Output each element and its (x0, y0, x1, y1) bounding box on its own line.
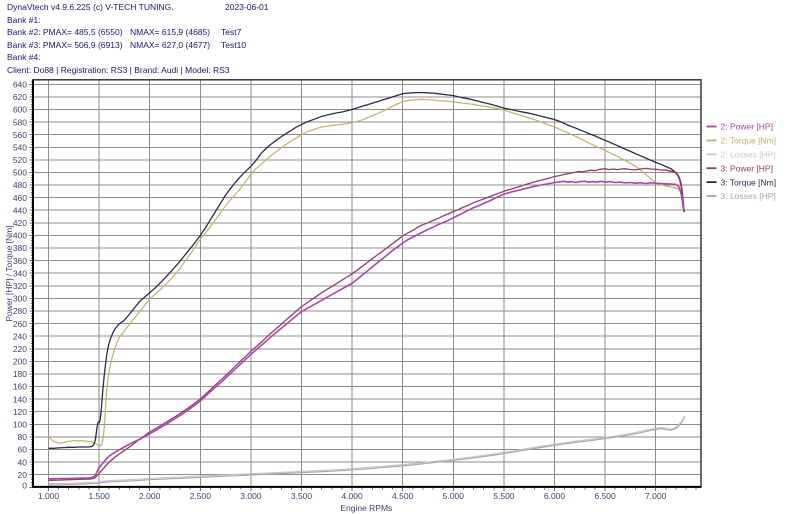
svg-text:4.000: 4.000 (341, 491, 363, 501)
svg-text:3: Losses [HP]: 3: Losses [HP] (721, 191, 776, 201)
svg-text:3: Torque [Nm]: 3: Torque [Nm] (721, 177, 777, 187)
svg-text:20: 20 (18, 470, 28, 480)
svg-text:2: Power [HP]: 2: Power [HP] (721, 122, 773, 132)
svg-text:140: 140 (13, 394, 27, 404)
svg-text:6.000: 6.000 (544, 491, 566, 501)
svg-text:560: 560 (13, 130, 27, 140)
svg-text:5.000: 5.000 (443, 491, 465, 501)
svg-text:3: Power [HP]: 3: Power [HP] (721, 163, 773, 173)
svg-text:620: 620 (13, 92, 27, 102)
svg-text:580: 580 (13, 117, 27, 127)
svg-text:60: 60 (18, 445, 28, 455)
svg-text:540: 540 (13, 143, 27, 153)
svg-text:360: 360 (13, 256, 27, 266)
svg-text:3.000: 3.000 (240, 491, 262, 501)
svg-text:Engine RPMs: Engine RPMs (340, 503, 392, 513)
svg-text:2.000: 2.000 (139, 491, 161, 501)
svg-text:2: Losses [HP]: 2: Losses [HP] (721, 150, 776, 160)
svg-text:1.000: 1.000 (38, 491, 60, 501)
svg-text:280: 280 (13, 306, 27, 316)
svg-text:420: 420 (13, 218, 27, 228)
svg-text:320: 320 (13, 281, 27, 291)
svg-text:340: 340 (13, 268, 27, 278)
svg-text:300: 300 (13, 294, 27, 304)
svg-text:6.500: 6.500 (594, 491, 616, 501)
svg-text:220: 220 (13, 344, 27, 354)
svg-text:500: 500 (13, 168, 27, 178)
svg-text:260: 260 (13, 319, 27, 329)
svg-text:7.000: 7.000 (645, 491, 667, 501)
svg-text:2: Torque [Nm]: 2: Torque [Nm] (721, 136, 777, 146)
svg-text:520: 520 (13, 155, 27, 165)
svg-text:2.500: 2.500 (190, 491, 212, 501)
svg-text:160: 160 (13, 382, 27, 392)
svg-text:80: 80 (18, 432, 28, 442)
svg-text:100: 100 (13, 420, 27, 430)
svg-text:380: 380 (13, 243, 27, 253)
svg-text:3.500: 3.500 (291, 491, 313, 501)
svg-text:400: 400 (13, 231, 27, 241)
svg-text:120: 120 (13, 407, 27, 417)
svg-text:4.500: 4.500 (392, 491, 414, 501)
svg-text:200: 200 (13, 357, 27, 367)
svg-text:Power [HP] / Torque [Nm]: Power [HP] / Torque [Nm] (4, 225, 14, 321)
svg-text:440: 440 (13, 205, 27, 215)
svg-text:480: 480 (13, 180, 27, 190)
svg-text:640: 640 (13, 80, 27, 90)
svg-text:1.500: 1.500 (88, 491, 110, 501)
svg-text:600: 600 (13, 105, 27, 115)
svg-text:240: 240 (13, 331, 27, 341)
svg-text:180: 180 (13, 369, 27, 379)
svg-text:5.500: 5.500 (493, 491, 515, 501)
svg-text:0: 0 (22, 480, 27, 490)
svg-text:40: 40 (18, 457, 28, 467)
svg-text:460: 460 (13, 193, 27, 203)
